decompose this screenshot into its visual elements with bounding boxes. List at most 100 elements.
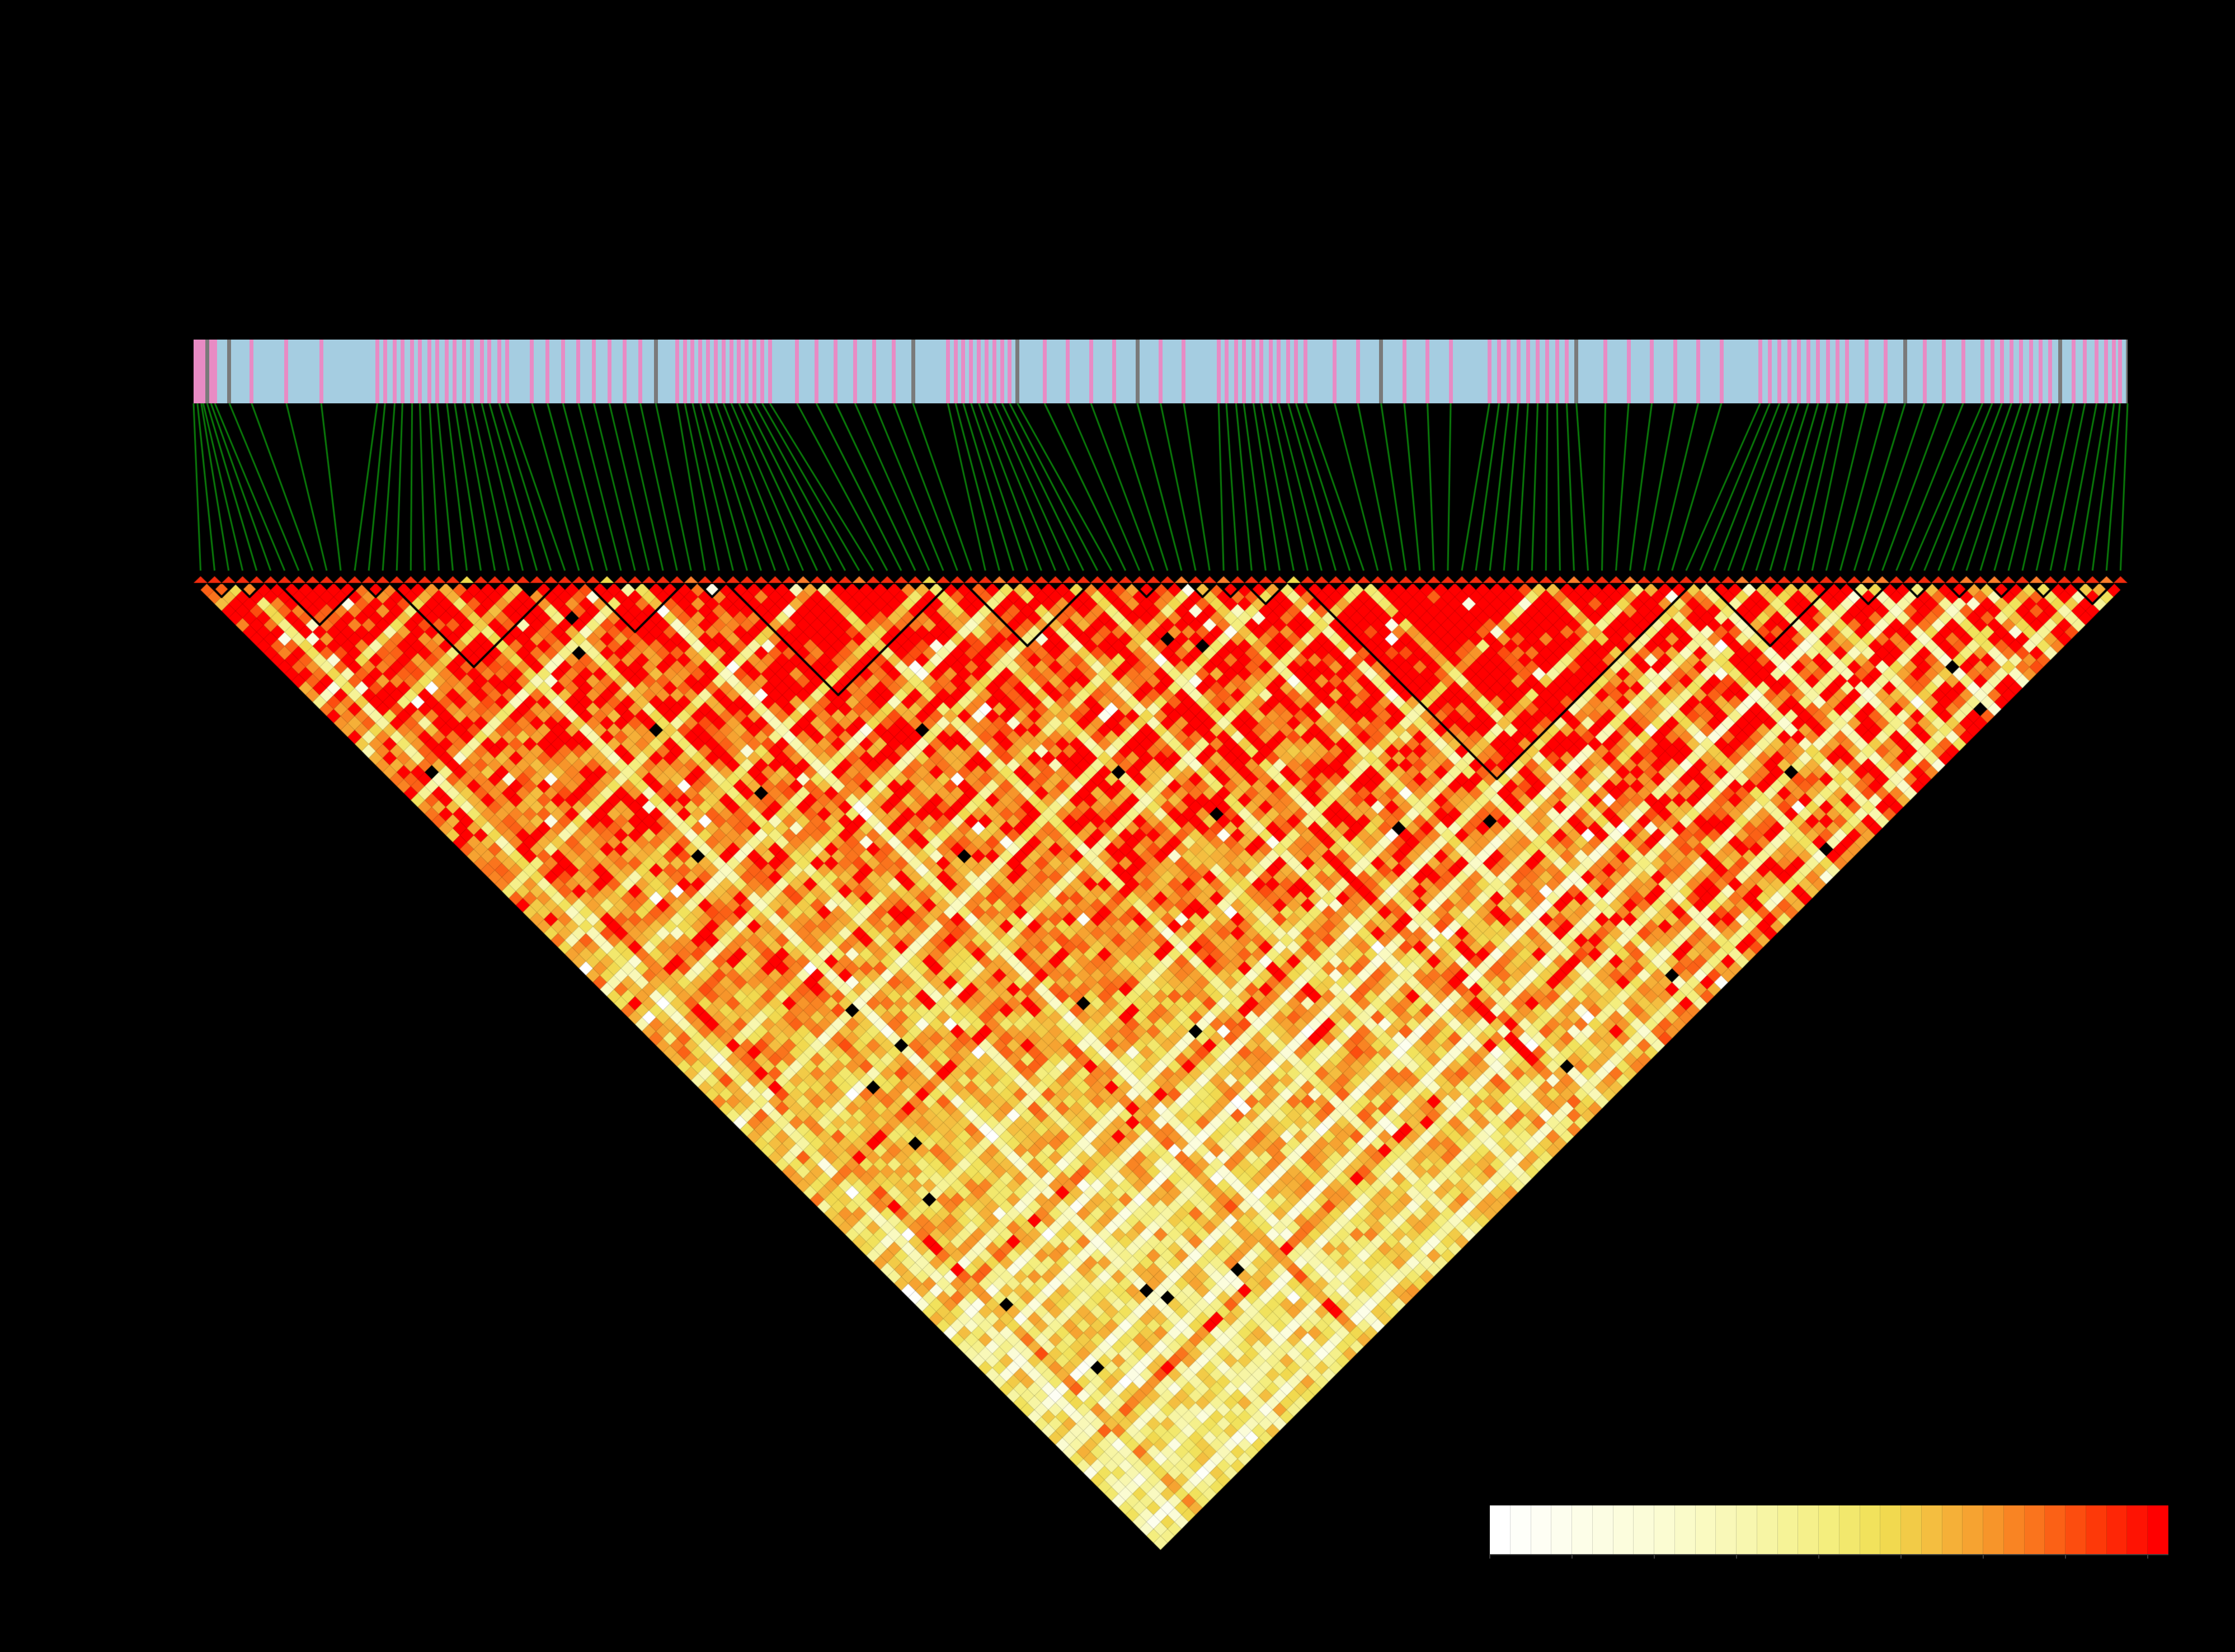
snp-tick [194,340,196,403]
snp-tick [853,340,857,403]
color-key-step [1716,1505,1737,1554]
snp-tick [683,340,687,403]
snp-tick [400,340,404,403]
color-key-step [1757,1505,1778,1554]
color-key-tick [1818,1554,1820,1559]
color-key-step [2086,1505,2107,1554]
color-key-step [2148,1505,2168,1554]
snp-tick [576,340,581,403]
snp-tick [561,340,565,403]
color-key-tick [2065,1554,2067,1559]
snp-tick [872,340,877,403]
snp-tick [1448,340,1453,403]
color-key-step [1510,1505,1531,1554]
color-key-step [1551,1505,1572,1554]
snp-tick [1864,340,1869,403]
snp-tick [487,340,492,403]
snp-tick [1356,340,1360,403]
snp-tick [1286,340,1291,403]
color-key-step [1901,1505,1922,1554]
snp-tick [961,340,966,403]
snp-tick [1293,340,1298,403]
snp-tick [1942,340,1946,403]
color-key-step [1942,1505,1963,1554]
snp-tick [1767,340,1772,403]
color-key-step [1613,1505,1634,1554]
snp-tick [1650,340,1654,403]
color-key-step [1819,1505,1839,1554]
snp-tick-highlight [2125,340,2128,403]
snp-tick [479,340,484,403]
snp-tick [375,340,379,403]
snp-tick [2112,340,2116,403]
snp-tick [201,340,205,403]
color-key-step [2127,1505,2148,1554]
snp-tick [1884,340,1888,403]
snp-tick [984,340,989,403]
color-key-step [1490,1505,1511,1554]
color-key-tick [1736,1554,1738,1559]
color-key-step [1798,1505,1819,1554]
color-key-step [2024,1505,2045,1554]
snp-tick [814,340,818,403]
snp-tick [1066,340,1070,403]
color-key-step [1880,1505,1901,1554]
color-key-step [1921,1505,1942,1554]
snp-tick [592,340,596,403]
color-key-step [1531,1505,1552,1554]
snp-tick [713,340,718,403]
snp-tick [2071,340,2076,403]
snp-tick [470,340,474,403]
snp-tick [675,340,679,403]
snp-tick [623,340,627,403]
color-key [1489,1505,2168,1559]
snp-tick [969,340,973,403]
snp-tick [383,340,387,403]
snp-tick [1922,340,1927,403]
snp-tick [1224,340,1229,403]
snp-tick-highlight [1379,340,1384,403]
snp-tick [1980,340,1985,403]
snp-tick-highlight [1574,340,1579,403]
snp-tick [284,340,289,403]
color-key-step [1737,1505,1757,1554]
snp-tick [1182,340,1186,403]
color-key-axis-line [1490,1554,2168,1555]
snp-tick [2118,340,2122,403]
snp-tick [545,340,550,403]
color-key-step [1654,1505,1675,1554]
color-key-step [1963,1505,1983,1554]
snp-tick [2029,340,2033,403]
snp-tick [1042,340,1047,403]
snp-tick [795,340,799,403]
snp-tick [250,340,254,403]
snp-tick [1526,340,1530,403]
snp-tick [891,340,896,403]
snp-tick [1333,340,1337,403]
snp-tick [953,340,958,403]
snp-tick [497,340,501,403]
snp-tick [1425,340,1430,403]
snp-tick [1787,340,1791,403]
snp-tick [2104,340,2109,403]
snp-tick [1497,340,1501,403]
snp-tick [2038,340,2043,403]
snp-tick [745,340,749,403]
color-key-step [1839,1505,1860,1554]
snp-tick [721,340,726,403]
snp-tick [945,340,950,403]
snp-tick-highlight [653,340,658,403]
color-key-step [1572,1505,1593,1554]
snp-tick [1555,340,1559,403]
snp-tick [1251,340,1255,403]
snp-tick [453,340,457,403]
snp-tick [1536,340,1540,403]
snp-tick-highlight [227,340,232,403]
snp-tick [505,340,509,403]
snp-tick-highlight [1015,340,1020,403]
color-key-tick [1654,1554,1655,1559]
snp-tick [1234,340,1238,403]
snp-tick [1626,340,1631,403]
